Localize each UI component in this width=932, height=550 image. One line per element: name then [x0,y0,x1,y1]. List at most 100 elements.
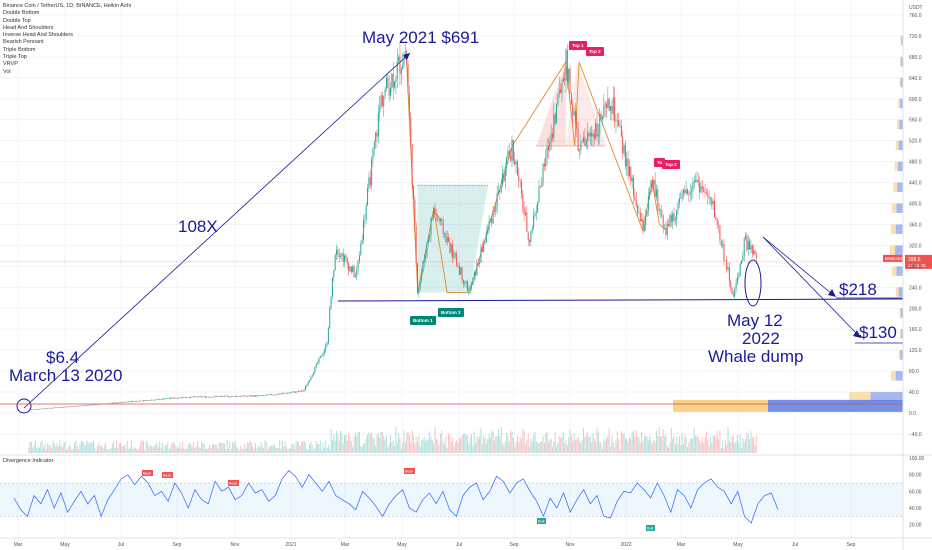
bottom1-badge[interactable]: Bottom 1 [410,316,436,325]
target-2-arrowhead [853,330,861,338]
volume-bar [226,440,228,453]
volume-bar [576,438,578,453]
candle-body [80,405,82,407]
candle-body [525,212,527,215]
indicator-vrvp[interactable]: VRVP [3,61,18,68]
indicator-triple-bottom[interactable]: Triple Bottom [3,46,36,53]
candle-body [746,235,748,250]
volume-bar [144,449,146,453]
bear-marker-label: Bear [405,470,414,474]
candle-body [346,258,348,264]
top1-badge[interactable]: Top 1 [569,41,587,50]
candle-body [373,142,375,149]
volume-bar [417,441,419,453]
volume-bar [79,443,81,453]
volume-bar [480,427,482,453]
indicator-head-shoulders[interactable]: Head And Shoulders [3,24,54,31]
volume-bar [655,430,657,453]
top1b-badge[interactable]: To [654,158,666,167]
symbol-line[interactable]: Binance Coin / TetherUS, 1D, BINANCE, He… [3,3,131,9]
candle-body [147,400,149,401]
candle-body [391,73,393,88]
volume-bar [751,437,753,453]
candle-body [180,397,182,398]
candle-body [43,408,45,410]
candle-body [734,288,736,297]
volume-bar [174,444,176,453]
volume-bar [354,432,356,453]
volume-bar [462,434,464,453]
volume-bar [47,443,49,453]
candle-body [715,216,717,220]
volume-bar [120,442,122,453]
top2-badge[interactable]: Top 2 [586,47,604,56]
volume-bar [574,439,576,453]
top2b-badge[interactable]: Top 2 [662,160,680,169]
candle-body [637,205,639,213]
indicator-inverse-head-shoulders[interactable]: Inverse Head And Shoulders [3,32,74,39]
volume-bar [439,434,441,453]
low-circle [16,398,32,414]
volume-bar [734,443,736,453]
candle-body [214,396,216,397]
whale-circle [744,259,762,307]
indicator-pane: 100.00 80.00 60.00 40.00 20.00 Bear Bear Bear Be… [0,454,932,531]
candle-body [638,212,640,214]
indicator-double-bottom[interactable]: Double Bottom [3,10,40,17]
candle-body [511,139,513,161]
candle-body [76,405,78,407]
volume-bar [391,441,393,453]
volume-bar [263,448,265,453]
candle-body [550,133,552,143]
indicator-double-top[interactable]: Double Top [3,17,31,24]
candle-body [515,161,517,165]
candle-body [481,247,483,252]
candle-body [99,404,101,405]
indicator-bearish-pennant[interactable]: Bearish Pennant [3,39,44,46]
volume-bar [194,448,196,453]
candle-body [294,391,296,393]
candle-body [358,255,360,261]
bull-marker-label: Bull [647,527,653,531]
time-tick-label: 2021 [285,542,296,548]
indicator-vol[interactable]: Vol [3,68,11,75]
candle-body [688,193,690,195]
volume-bar [556,446,558,453]
candle-body [63,407,65,408]
volume-bar [471,433,473,453]
volume-bar [310,440,312,453]
price-tick-label: 520.0 [909,139,922,145]
volume-bar [498,429,500,453]
volume-bar [492,432,494,453]
candle-body [28,409,30,411]
volume-bar [342,443,344,453]
candle-body [677,203,679,210]
candle-body [250,395,252,397]
volume-bar [232,441,234,453]
volume-bar [223,443,225,453]
volume-bar [304,442,306,453]
candle-body [59,407,61,408]
candle-body [182,397,184,398]
candle-body [676,209,678,220]
volume-bar [421,440,423,453]
candle-body [549,142,551,151]
volume-bar [722,440,724,453]
candle-body [708,196,710,199]
volume-bar [735,440,737,453]
indicator-title[interactable]: Divergence Indicator [3,458,54,464]
volume-bar [464,433,466,453]
candle-body [469,287,471,291]
indicator-triple-top[interactable]: Triple Top [3,54,27,61]
volume-bar [429,431,431,453]
volume-bar [653,439,655,453]
volume-bar [616,431,618,453]
volume-bar [148,446,150,453]
bottom2-badge[interactable]: Bottom 2 [438,308,464,317]
volume-bar [326,447,328,453]
candle-body [705,192,707,194]
candle-body [430,218,432,236]
candle-body [168,398,170,400]
volume-bar [267,449,269,453]
